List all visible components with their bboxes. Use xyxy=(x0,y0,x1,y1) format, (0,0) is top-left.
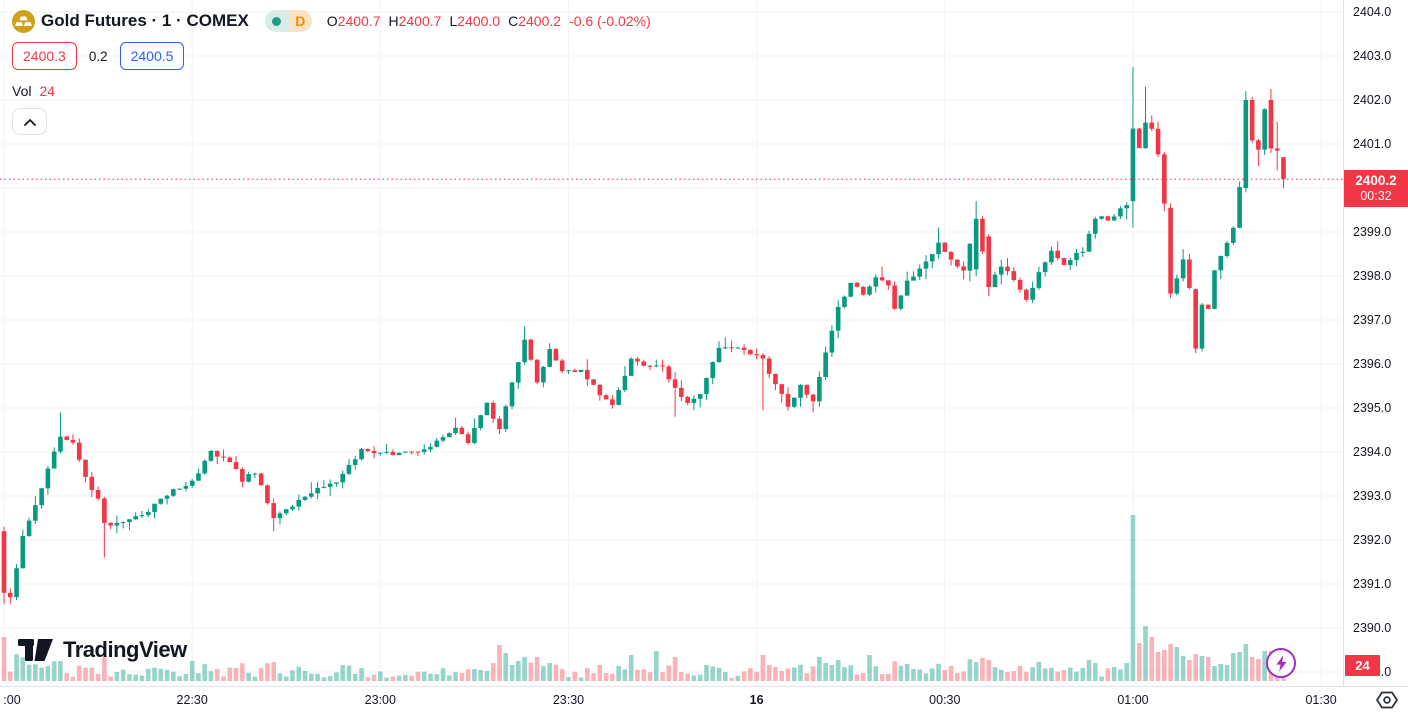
spread-value: 0.2 xyxy=(88,48,108,64)
price-tick-label: 2392.0 xyxy=(1353,533,1392,547)
last-price-label: 2400.2 00:32 xyxy=(1344,169,1408,207)
daily-interval-letter: D xyxy=(288,10,312,32)
lightning-bolt-icon xyxy=(1275,654,1287,672)
price-tick-label: 2393.0 xyxy=(1353,489,1392,503)
time-tick-label: 01:30 xyxy=(1305,693,1337,707)
close-label: C xyxy=(508,13,519,29)
price-tick-label: 2401.0 xyxy=(1353,137,1392,151)
last-price-value: 2400.2 xyxy=(1355,172,1397,188)
symbol-title[interactable]: Gold Futures · 1 · COMEX xyxy=(41,11,249,30)
change-value: -0.6 (-0.02%) xyxy=(569,13,651,29)
price-tick-label: 2390.0 xyxy=(1353,621,1392,635)
sell-button[interactable]: 2400.3 xyxy=(12,42,77,70)
chart-legend: Gold Futures · 1 · COMEX D O 2400.7 H 2400… xyxy=(12,8,651,135)
market-status-segment xyxy=(264,10,289,32)
close-value: 2400.2 xyxy=(518,13,562,29)
volume-label: Vol xyxy=(12,83,32,99)
price-tick-label: 2398.0 xyxy=(1353,269,1392,283)
price-tick-label: 2397.0 xyxy=(1353,313,1392,327)
buy-button[interactable]: 2400.5 xyxy=(119,42,185,70)
collapse-legend-button[interactable] xyxy=(12,108,47,135)
tradingview-logo[interactable]: TradingView xyxy=(18,637,187,663)
price-tick-label: 2394.0 xyxy=(1353,445,1392,459)
market-open-dot-icon xyxy=(272,16,282,26)
time-tick-label: 23:00 xyxy=(364,693,396,707)
price-tick-label: 2399.0 xyxy=(1353,225,1392,239)
high-value: 2400.7 xyxy=(398,13,442,29)
price-axis[interactable]: 2400.2 00:32 24 2404.0 2403.0 2402.0 2401.0… xyxy=(1343,0,1408,686)
high-label: H xyxy=(388,13,399,29)
open-value: 2400.7 xyxy=(337,13,381,29)
price-tick-label: 2391.0 xyxy=(1353,577,1392,591)
time-tick-label: 23:30 xyxy=(552,693,585,707)
price-tick-label: 2403.0 xyxy=(1353,49,1392,63)
time-tick-label: 16 xyxy=(749,693,764,707)
gold-symbol-icon xyxy=(12,9,35,33)
volume-legend: Vol 24 xyxy=(12,83,651,99)
volume-layer xyxy=(1,515,1286,681)
timezone-settings-button[interactable] xyxy=(1374,689,1400,712)
chevron-up-icon xyxy=(23,118,36,126)
low-value: 2400.0 xyxy=(457,13,501,29)
interval-status-pill[interactable]: D xyxy=(264,10,312,32)
candles-layer xyxy=(1,67,1286,604)
time-axis[interactable]: :00 22:30 23:00 23:30 16 00:30 01:00 01:30 xyxy=(0,686,1408,713)
volume-axis-badge: 24 xyxy=(1345,655,1380,676)
time-tick-label: 00:30 xyxy=(929,693,961,707)
price-tick-label: 2404.0 xyxy=(1353,5,1392,19)
volume-value: 24 xyxy=(39,83,56,99)
ohlc-readout: O 2400.7 H 2400.7 L 2400.0 C 2400.2 -0.6 (-0… xyxy=(327,13,651,29)
hexagon-eye-icon xyxy=(1376,691,1398,709)
open-label: O xyxy=(326,13,338,29)
bar-countdown: 00:32 xyxy=(1360,188,1392,203)
time-tick-label: 01:00 xyxy=(1117,693,1149,707)
candlestick-chart[interactable] xyxy=(0,0,1343,686)
quick-trade-button[interactable] xyxy=(1266,648,1296,678)
price-tick-label: 2402.0 xyxy=(1353,93,1392,107)
time-tick-label: 22:30 xyxy=(176,693,208,707)
tradingview-mark-icon xyxy=(18,638,53,661)
low-label: L xyxy=(449,13,458,29)
price-tick-label: 2396.0 xyxy=(1353,357,1392,371)
tradingview-wordmark: TradingView xyxy=(63,637,187,662)
time-tick-label: :00 xyxy=(3,693,21,707)
price-tick-label: 2395.0 xyxy=(1353,401,1392,415)
